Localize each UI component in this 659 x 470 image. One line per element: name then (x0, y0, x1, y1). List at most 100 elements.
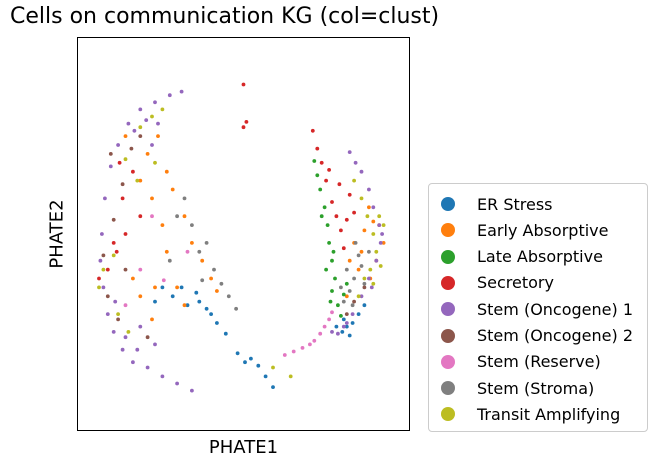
scatter-point (197, 249, 202, 254)
series-3 (97, 82, 356, 281)
scatter-point (120, 347, 125, 352)
scatter-point (126, 121, 131, 126)
scatter-point (325, 223, 330, 228)
scatter-point (123, 232, 128, 236)
scatter-point (212, 267, 216, 272)
legend-item: Stem (Stroma) (441, 375, 594, 401)
scatter-point (145, 335, 150, 340)
scatter-point (282, 353, 287, 357)
scatter-point (271, 365, 275, 370)
scatter-point (179, 285, 184, 290)
scatter-point (145, 152, 150, 156)
scatter-point (123, 134, 128, 138)
scatter-point (341, 246, 346, 251)
scatter-point (164, 249, 169, 254)
scatter-point (362, 276, 367, 281)
scatter-point (312, 338, 317, 343)
scatter-point (322, 205, 327, 210)
scatter-point (327, 241, 331, 245)
scatter-point (337, 182, 342, 187)
legend-marker (441, 381, 455, 396)
scatter-point (138, 134, 143, 138)
scatter-point (263, 374, 268, 379)
scatter-point (324, 178, 328, 183)
chart-title: Cells on communication KG (col=clust) (10, 4, 440, 29)
scatter-point (197, 299, 202, 304)
scatter-point (359, 294, 364, 299)
scatter-point (350, 303, 355, 308)
scatter-point (371, 219, 376, 224)
scatter-point (344, 294, 349, 299)
scatter-point (160, 107, 165, 112)
scatter-point (359, 264, 364, 268)
scatter-point (114, 249, 119, 254)
scatter-point (190, 241, 194, 245)
scatter-point (204, 306, 209, 311)
scatter-point (356, 312, 361, 316)
scatter-point (185, 249, 190, 254)
scatter-point (367, 249, 371, 254)
scatter-point (243, 360, 247, 365)
scatter-point (129, 146, 134, 151)
legend: ER Stress Early Absorptive Late Absorptive… (428, 183, 648, 432)
legend-item: Late Absorptive (441, 244, 603, 270)
scatter-point (334, 324, 339, 329)
scatter-point (160, 223, 165, 228)
legend-label: Stem (Reserve) (477, 352, 601, 372)
scatter-point (249, 356, 253, 361)
scatter-point (334, 214, 339, 219)
scatter-point (344, 281, 349, 286)
legend-label: Stem (Oncogene) 2 (477, 326, 633, 345)
legend-marker (441, 275, 455, 290)
scatter-point (200, 278, 205, 283)
scatter-plot (97, 82, 386, 393)
scatter-point (156, 121, 160, 126)
scatter-point (101, 267, 106, 272)
scatter-point (318, 331, 323, 336)
scatter-point (182, 214, 187, 219)
legend-marker (441, 223, 455, 238)
scatter-point (318, 187, 323, 192)
scatter-point (111, 217, 116, 222)
scatter-point (150, 114, 154, 119)
legend-label: Late Absorptive (477, 247, 603, 267)
legend-label: Transit Amplifying (477, 404, 621, 424)
scatter-point (300, 346, 305, 350)
scatter-point (341, 292, 346, 297)
scatter-point (336, 303, 340, 308)
legend-item: Stem (Reserve) (441, 349, 601, 375)
scatter-point (120, 182, 125, 187)
scatter-point (362, 303, 367, 308)
legend-item: Secretory (441, 270, 554, 296)
scatter-point (101, 285, 106, 290)
scatter-point (153, 100, 157, 105)
scatter-point (322, 324, 327, 329)
scatter-point (365, 214, 370, 219)
scatter-point (256, 363, 261, 368)
scatter-point (185, 303, 190, 308)
scatter-point (111, 253, 116, 258)
scatter-point (271, 385, 275, 389)
scatter-point (367, 205, 371, 210)
scatter-point (362, 285, 367, 290)
scatter-point (175, 381, 179, 386)
series-8 (97, 107, 386, 379)
scatter-point (179, 89, 184, 94)
scatter-point (347, 258, 352, 263)
scatter-point (160, 285, 165, 290)
legend-marker (441, 407, 455, 422)
scatter-point (138, 107, 143, 112)
scatter-point (344, 312, 349, 316)
series-2 (312, 159, 349, 318)
legend-item: Early Absorptive (441, 217, 608, 243)
y-axis-label: PHATE2 (46, 199, 68, 269)
scatter-point (352, 178, 356, 183)
scatter-point (131, 276, 135, 281)
scatter-point (190, 388, 194, 393)
scatter-point (341, 317, 346, 322)
scatter-point (145, 365, 150, 370)
scatter-point (105, 312, 110, 316)
scatter-point (138, 294, 143, 299)
legend-item: Stem (Oncogene) 1 (441, 296, 633, 322)
scatter-point (101, 253, 106, 258)
